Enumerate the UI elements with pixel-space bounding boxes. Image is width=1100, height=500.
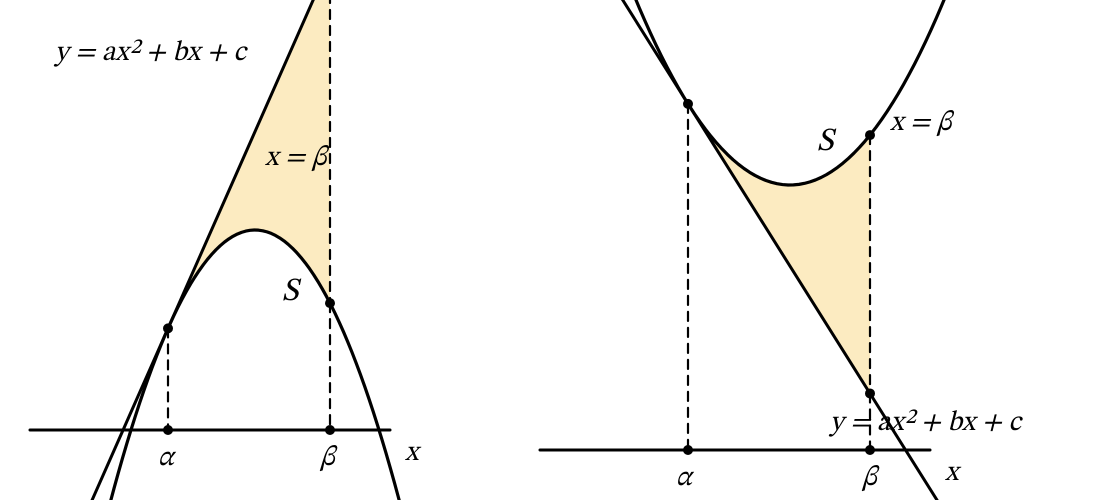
left-point-beta_curve — [325, 298, 335, 308]
left-point-beta_axis — [325, 425, 335, 435]
right-point-alpha_axis — [683, 445, 693, 455]
left-alpha-label: α — [158, 444, 177, 472]
left-point-alpha_curve — [163, 323, 173, 333]
right-parabola — [590, 0, 1030, 185]
left-x-equals-beta-label: x = β — [264, 144, 330, 172]
right-point-beta_curve — [865, 130, 875, 140]
left-point-alpha_axis — [163, 425, 173, 435]
left-x-axis-label: x — [404, 439, 422, 467]
right-x-equals-beta-label: x = β — [889, 109, 955, 137]
right-point-alpha_curve — [683, 99, 693, 109]
right-point-beta_axis — [865, 445, 875, 455]
left-equation-label: y = ax² + bx + c — [53, 39, 249, 67]
right-point-beta_tangent — [865, 388, 875, 398]
left-panel: y = ax² + bx + c x = β Sα β x — [30, 0, 422, 500]
diagram-canvas: y = ax² + bx + cx = βSαβxy = ax² + bx + … — [0, 0, 1100, 500]
left-parabola — [80, 230, 420, 500]
left-beta-label: β — [319, 444, 338, 472]
right-panel: y = ax² + bx + c x = β Sα β x — [540, 0, 1030, 500]
right-alpha-label: α — [676, 464, 695, 492]
right-equation-label: y = ax² + bx + c — [828, 409, 1024, 437]
left-S-label: S — [282, 275, 302, 308]
right-S-label: S — [817, 125, 837, 158]
right-x-axis-label: x — [944, 459, 962, 487]
right-beta-label: β — [861, 464, 880, 492]
